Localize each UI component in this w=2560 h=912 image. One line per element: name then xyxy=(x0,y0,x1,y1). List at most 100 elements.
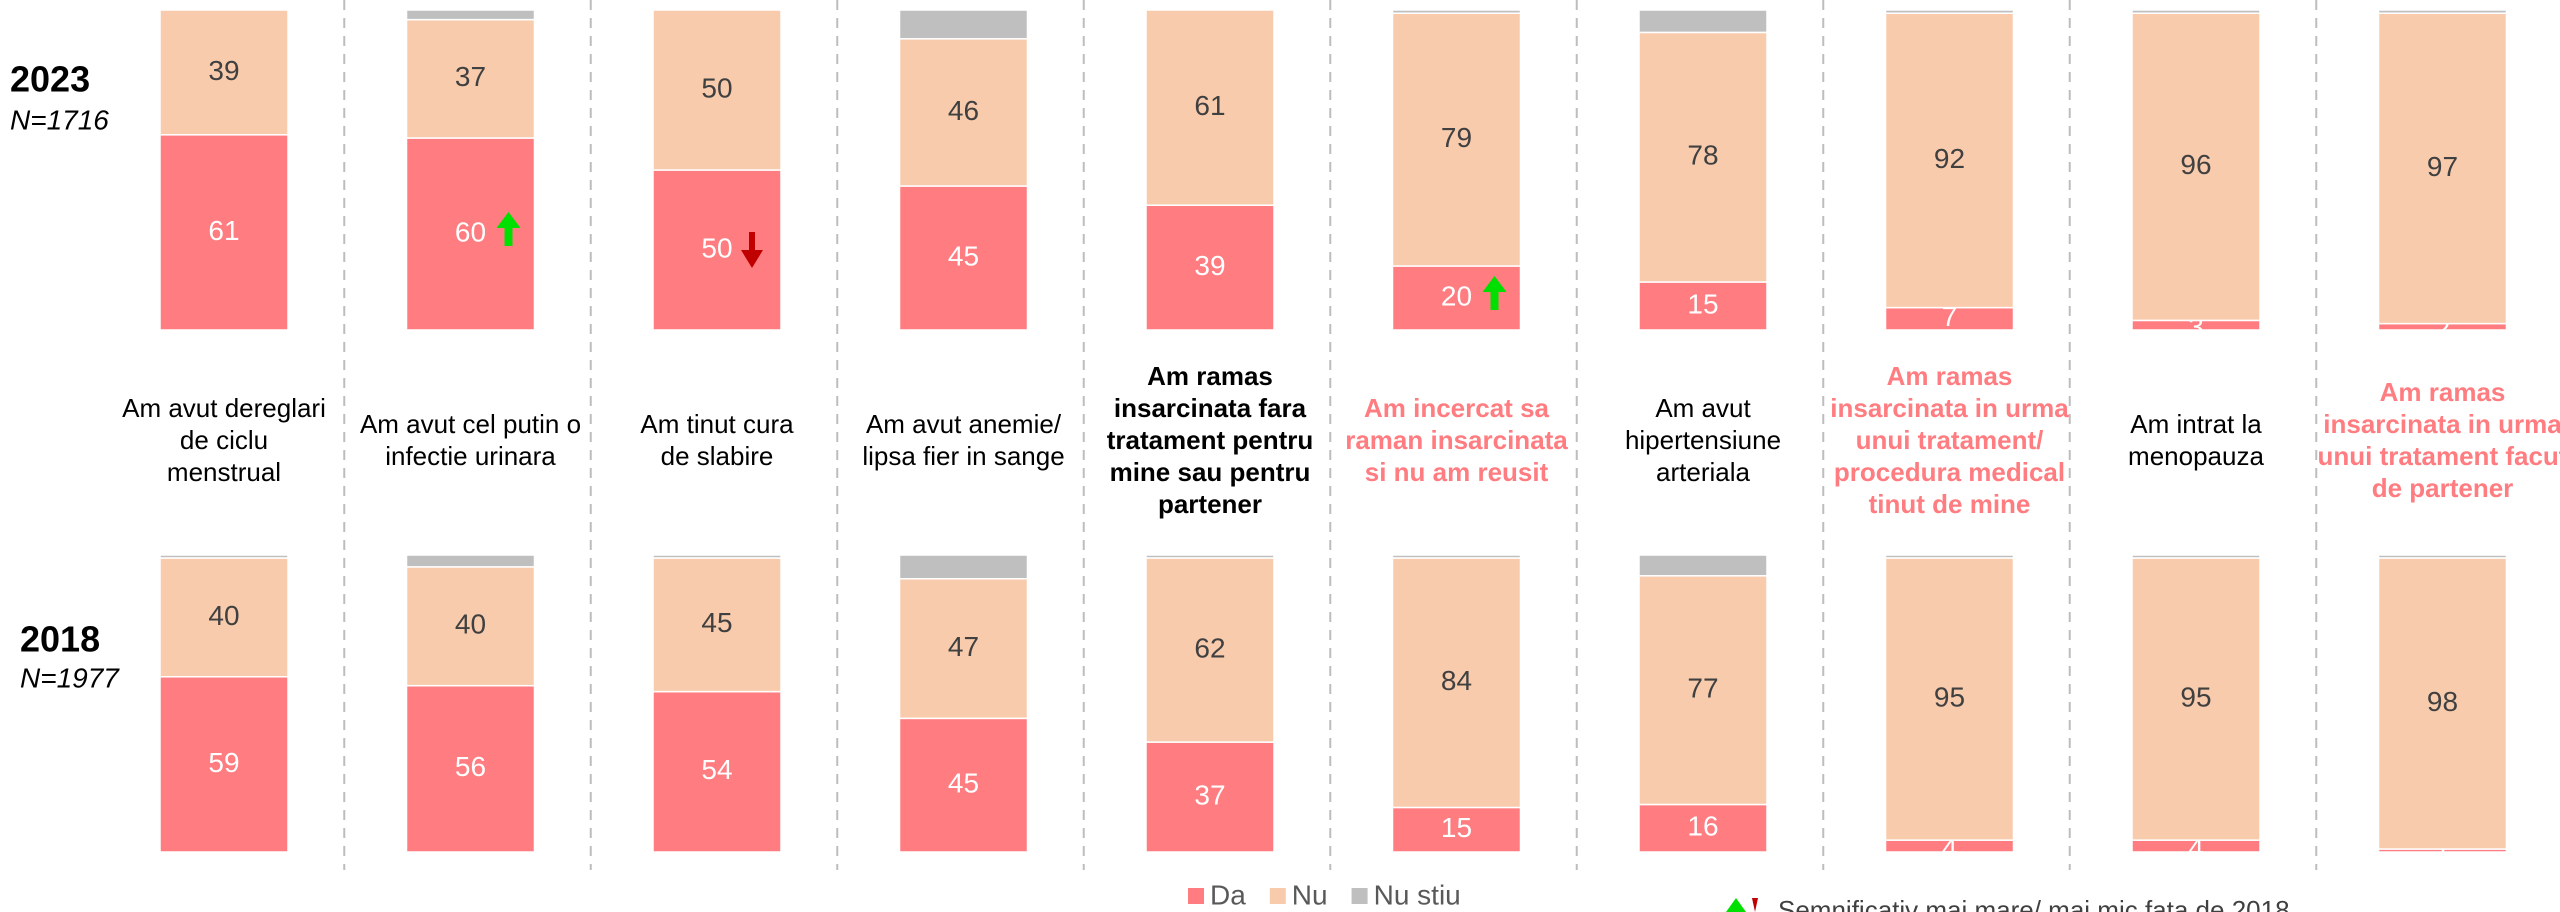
bar-segment xyxy=(159,676,289,853)
data-label: 47 xyxy=(948,631,979,662)
data-label: 62 xyxy=(1194,632,1225,663)
data-label: 15 xyxy=(1687,288,1718,319)
bar-segment xyxy=(898,9,1029,40)
category-label: infectie urinara xyxy=(385,441,556,471)
category-label: partener xyxy=(1158,489,1262,519)
bar-segment xyxy=(898,717,1029,853)
significance-up xyxy=(496,212,521,246)
category-label: Am avut dereglari xyxy=(122,393,326,423)
category-label: unui tratament/ xyxy=(1856,425,2044,455)
bar-segment xyxy=(1145,204,1275,331)
bar-segment xyxy=(1391,9,1522,14)
bar-segment xyxy=(405,137,536,331)
bar-segment xyxy=(2131,554,2261,559)
bar-segment xyxy=(1391,12,1522,267)
data-label: 20 xyxy=(1441,280,1472,311)
data-label: 46 xyxy=(948,95,979,126)
bar-segment xyxy=(652,9,782,171)
bar-segment xyxy=(1145,554,1275,559)
category-label: insarcinata in urma xyxy=(2323,409,2560,439)
bar-segment xyxy=(1638,803,1768,853)
bar-segment xyxy=(898,38,1029,187)
category-label: Am ramas xyxy=(2380,377,2506,407)
legend-label: Nu stiu xyxy=(1374,879,1461,910)
category-label: si nu am reusit xyxy=(1365,457,1549,487)
data-label: 59 xyxy=(208,747,239,778)
data-label: 15 xyxy=(1441,812,1472,843)
note: Semnificativ mai mare/ mai mic fata de 2… xyxy=(1778,895,2290,912)
data-label: 97 xyxy=(2427,151,2458,182)
bar-segment xyxy=(159,557,289,678)
bar-segment xyxy=(2131,9,2261,14)
data-label: 98 xyxy=(2427,686,2458,717)
data-label: 50 xyxy=(701,232,732,263)
category-label: Am avut xyxy=(1655,393,1751,423)
data-label: 40 xyxy=(455,609,486,640)
data-label: 54 xyxy=(701,754,732,785)
category-label: hipertensiune xyxy=(1625,425,1781,455)
bar-segment xyxy=(405,554,536,568)
bar-segment xyxy=(1145,9,1275,206)
data-label: 77 xyxy=(1687,673,1718,704)
data-label: 95 xyxy=(2180,681,2211,712)
bar-segment xyxy=(2377,557,2508,850)
category-label: menstrual xyxy=(167,457,281,487)
bar-segment xyxy=(1638,31,1768,283)
category-label: Am avut cel putin o xyxy=(360,409,581,439)
panel-subtitle: N=1716 xyxy=(10,104,109,135)
category-label: Am tinut cura xyxy=(640,409,794,439)
data-label: 50 xyxy=(701,72,732,103)
data-label: 60 xyxy=(455,216,486,247)
category-label: Am intrat la xyxy=(2130,409,2262,439)
category-label: mine sau pentru xyxy=(1110,457,1311,487)
category-label: Am ramas xyxy=(1147,361,1273,391)
data-label: 95 xyxy=(1934,681,1965,712)
bar-segment xyxy=(1391,806,1522,853)
bar-segment xyxy=(1638,575,1768,806)
significance-down xyxy=(741,232,763,268)
panel-title: 2023 xyxy=(10,59,90,100)
bar-segment xyxy=(1884,557,2015,841)
note-icon xyxy=(1726,898,1758,912)
bar-segment xyxy=(405,566,536,687)
data-label: 79 xyxy=(1441,122,1472,153)
bar-segment xyxy=(2131,557,2261,841)
category-label: unui tratament facut xyxy=(2318,441,2560,471)
bar-segment xyxy=(159,9,289,136)
category-label: de partener xyxy=(2372,473,2514,503)
data-label: 37 xyxy=(1194,779,1225,810)
category-label: insarcinata fara xyxy=(1114,393,1307,423)
bar-segment xyxy=(652,554,782,559)
bar-segment xyxy=(652,690,782,853)
bar-segment xyxy=(2377,12,2508,325)
data-label: 40 xyxy=(208,600,239,631)
bar-segment xyxy=(2131,12,2261,322)
data-label: 45 xyxy=(948,240,979,271)
bar-segment xyxy=(1884,12,2015,309)
bar-segment xyxy=(1884,9,2015,14)
bar-segment xyxy=(1391,265,1522,331)
significance-up xyxy=(1482,276,1507,310)
bar-segment xyxy=(2377,9,2508,14)
bar-segment xyxy=(1145,557,1275,743)
legend-label: Da xyxy=(1210,879,1246,910)
bar-segment xyxy=(898,554,1029,580)
data-label: 39 xyxy=(1194,250,1225,281)
bar-segment xyxy=(2377,554,2508,559)
legend-swatch xyxy=(1188,888,1204,904)
data-label: 84 xyxy=(1441,665,1472,696)
data-label: 92 xyxy=(1934,143,1965,174)
data-label: 78 xyxy=(1687,140,1718,171)
category-label: raman insarcinata xyxy=(1345,425,1568,455)
data-label: 39 xyxy=(208,55,239,86)
bar-segment xyxy=(159,134,289,331)
bar-segment xyxy=(405,18,536,139)
legend-swatch xyxy=(1269,888,1286,904)
category-label: arteriala xyxy=(1656,457,1750,487)
category-label: Am ramas xyxy=(1887,361,2013,391)
bar-segment xyxy=(405,9,536,21)
bar-segment xyxy=(1884,554,2015,559)
data-label: 96 xyxy=(2180,149,2211,180)
category-label: menopauza xyxy=(2128,441,2264,471)
panel-subtitle: N=1977 xyxy=(20,662,120,693)
